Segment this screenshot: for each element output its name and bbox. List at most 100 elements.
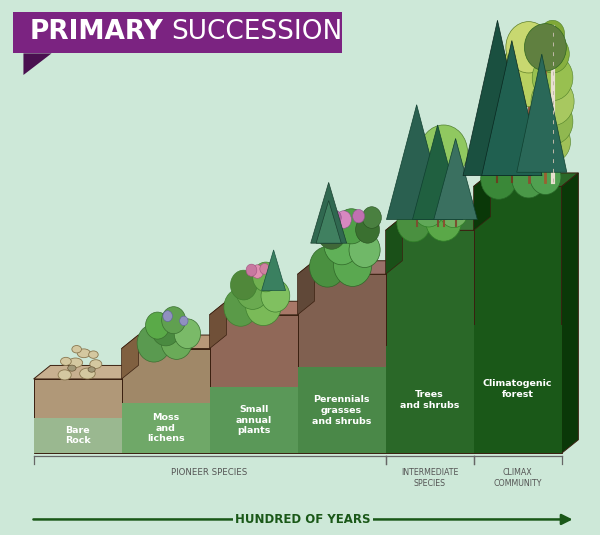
Circle shape — [419, 125, 467, 179]
Polygon shape — [34, 379, 122, 453]
Polygon shape — [13, 11, 342, 54]
Polygon shape — [209, 301, 226, 349]
Polygon shape — [122, 335, 139, 379]
Ellipse shape — [80, 368, 95, 379]
Text: PIONEER SPECIES: PIONEER SPECIES — [172, 468, 248, 477]
Text: Small
annual
plants: Small annual plants — [235, 405, 272, 435]
Circle shape — [336, 209, 367, 244]
Circle shape — [506, 21, 551, 73]
Circle shape — [535, 121, 571, 162]
Polygon shape — [386, 217, 403, 274]
Polygon shape — [482, 41, 542, 175]
Ellipse shape — [90, 360, 102, 369]
Text: Perennials
grasses
and shrubs: Perennials grasses and shrubs — [312, 395, 371, 425]
Circle shape — [512, 160, 545, 198]
Circle shape — [145, 312, 169, 339]
Circle shape — [179, 316, 188, 326]
Circle shape — [251, 265, 263, 278]
Polygon shape — [298, 261, 314, 315]
Text: HUNDRED OF YEARS: HUNDRED OF YEARS — [235, 513, 371, 526]
Text: CLIMAX
COMMUNITY: CLIMAX COMMUNITY — [493, 468, 542, 487]
Circle shape — [531, 77, 574, 126]
Circle shape — [530, 159, 561, 195]
Text: Moss
and
lichens: Moss and lichens — [147, 413, 184, 444]
Polygon shape — [412, 125, 463, 219]
Polygon shape — [386, 346, 473, 453]
Polygon shape — [562, 173, 578, 453]
Circle shape — [236, 272, 269, 309]
Text: Climatogenic
forest: Climatogenic forest — [483, 379, 553, 399]
Circle shape — [356, 216, 380, 243]
Polygon shape — [473, 186, 562, 453]
Polygon shape — [463, 20, 532, 175]
Circle shape — [137, 324, 170, 362]
Polygon shape — [23, 54, 52, 75]
Circle shape — [336, 211, 352, 228]
Polygon shape — [122, 335, 226, 349]
Polygon shape — [386, 231, 473, 453]
Polygon shape — [473, 173, 578, 186]
Text: INTERMEDIATE
SPECIES: INTERMEDIATE SPECIES — [401, 468, 458, 487]
Polygon shape — [298, 274, 386, 453]
Circle shape — [310, 247, 346, 287]
Polygon shape — [209, 301, 314, 315]
Circle shape — [532, 55, 573, 101]
Circle shape — [439, 195, 468, 228]
Polygon shape — [209, 315, 298, 453]
Ellipse shape — [68, 358, 83, 368]
Circle shape — [317, 217, 346, 249]
Circle shape — [362, 207, 382, 228]
Circle shape — [536, 35, 569, 73]
Polygon shape — [473, 173, 490, 231]
Circle shape — [246, 264, 257, 276]
Text: Trees
and shrubs: Trees and shrubs — [400, 390, 459, 410]
Polygon shape — [34, 418, 122, 453]
Ellipse shape — [61, 357, 71, 365]
Circle shape — [163, 311, 172, 322]
Ellipse shape — [77, 349, 91, 358]
Circle shape — [260, 263, 269, 274]
Circle shape — [500, 42, 557, 107]
Polygon shape — [473, 325, 562, 453]
Ellipse shape — [88, 367, 95, 372]
Circle shape — [349, 232, 380, 268]
Polygon shape — [209, 387, 298, 453]
Circle shape — [161, 307, 185, 334]
Polygon shape — [386, 105, 447, 219]
Circle shape — [481, 159, 517, 199]
Circle shape — [397, 204, 430, 242]
Text: SUCCESSION: SUCCESSION — [171, 19, 343, 45]
Ellipse shape — [58, 370, 71, 380]
Circle shape — [224, 288, 257, 326]
Circle shape — [334, 243, 372, 286]
Circle shape — [524, 24, 566, 71]
Circle shape — [245, 285, 281, 326]
Circle shape — [324, 224, 360, 265]
Circle shape — [161, 324, 192, 360]
Text: Bare
Rock: Bare Rock — [65, 425, 91, 445]
Polygon shape — [311, 182, 347, 243]
Polygon shape — [316, 201, 341, 243]
Circle shape — [541, 20, 565, 47]
Circle shape — [353, 209, 365, 223]
Polygon shape — [262, 250, 286, 291]
Polygon shape — [122, 349, 209, 453]
Circle shape — [253, 262, 279, 292]
Ellipse shape — [89, 351, 98, 358]
Circle shape — [174, 319, 200, 349]
Circle shape — [425, 201, 461, 241]
Circle shape — [230, 270, 257, 300]
Polygon shape — [122, 403, 209, 453]
Polygon shape — [298, 261, 403, 274]
Polygon shape — [298, 368, 386, 453]
Circle shape — [261, 280, 290, 312]
Ellipse shape — [72, 346, 82, 353]
Polygon shape — [34, 365, 139, 379]
Circle shape — [328, 210, 341, 225]
Polygon shape — [517, 54, 567, 172]
Circle shape — [532, 98, 573, 144]
Circle shape — [413, 192, 444, 227]
Circle shape — [151, 314, 180, 346]
Polygon shape — [434, 139, 478, 219]
Polygon shape — [386, 217, 490, 231]
